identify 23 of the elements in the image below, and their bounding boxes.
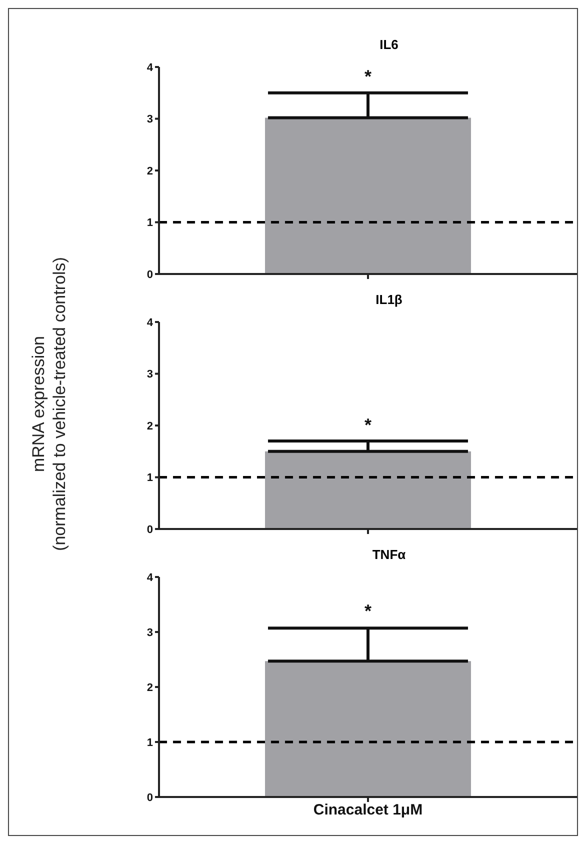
y-tick-label: 2: [146, 420, 153, 432]
x-tick-label: Cinacalcet 1μM: [313, 802, 423, 819]
y-tick-label: 0: [146, 792, 153, 804]
annotation: *: [364, 66, 372, 87]
y-axis-title: mRNA expression (normalized to vehicle-treated controls): [28, 256, 70, 550]
y-tick-label: 3: [146, 626, 153, 639]
y-tick-label: 0: [146, 268, 153, 281]
chart-title: IL1β: [374, 292, 404, 307]
y-tick-label: 1: [146, 736, 153, 749]
y-tick-label: 3: [146, 368, 153, 381]
y-tick-label: 3: [146, 114, 153, 126]
chart-title: IL6: [378, 37, 400, 52]
annotation: *: [364, 414, 372, 435]
y-tick-label: 4: [146, 62, 154, 74]
y-tick-label: 0: [146, 524, 153, 536]
annotation: *: [364, 600, 372, 621]
chart-title: TNFα: [371, 547, 407, 562]
y-tick-label: 2: [146, 165, 153, 178]
y-tick-label: 4: [146, 316, 154, 329]
y-tick-label: 2: [146, 682, 153, 694]
y-tick-label: 4: [146, 572, 154, 584]
y-tick-label: 1: [146, 472, 153, 484]
y-tick-label: 1: [146, 217, 153, 230]
